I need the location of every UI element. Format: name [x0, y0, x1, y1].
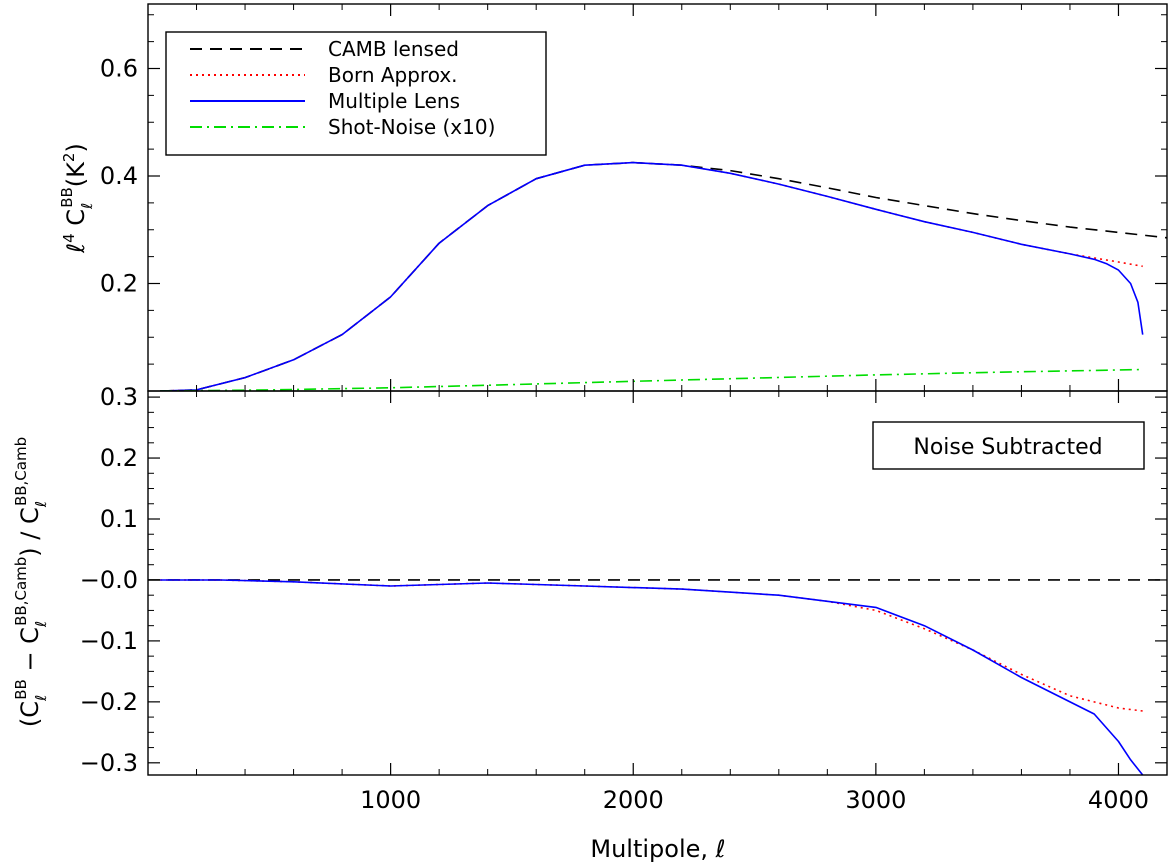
bottom-series-series-1 — [160, 579, 1143, 712]
xtick-label: 3000 — [845, 786, 906, 814]
legend-label-shot-noise-x10: Shot-Noise (x10) — [328, 115, 495, 139]
bottom-ytick-label: 0.2 — [100, 444, 138, 472]
top-ytick-label: 0.4 — [100, 162, 138, 190]
bottom-ytick-label: 0.1 — [100, 505, 138, 533]
top-series-shot-noise-x10 — [160, 368, 1143, 391]
top-plot-area — [160, 161, 1167, 391]
bottom-ticks — [148, 391, 1167, 775]
top-ytick-label: 0.6 — [100, 55, 138, 83]
bottom-panel: −0.3 −0.2 −0.1 −0.0 0.1 0.2 0.3 1000 2000 3000 40… — [12, 383, 1168, 863]
annotation-box — [872, 421, 1145, 470]
bottom-series-series-2 — [160, 579, 1144, 775]
bottom-ytick-label: −0.2 — [80, 688, 138, 716]
legend-box — [165, 31, 547, 156]
xtick-label: 4000 — [1088, 786, 1149, 814]
xtick-label: 2000 — [603, 786, 664, 814]
top-series-born-approx — [160, 161, 1143, 391]
legend-label-born-approx: Born Approx. — [328, 63, 458, 87]
bottom-plot-area — [148, 579, 1167, 775]
top-ylabel-text: ℓ4 CℓBB(K2) — [58, 143, 96, 254]
bottom-ytick-label: −0.0 — [80, 566, 138, 594]
bottom-ytick-label: −0.1 — [80, 627, 138, 655]
top-series-camb-lensed — [160, 161, 1167, 391]
noise-subtracted-annotation: Noise Subtracted — [872, 421, 1145, 470]
top-ytick-labels: 0.2 0.4 0.6 — [100, 55, 138, 298]
top-ytick-label: 0.2 — [100, 270, 138, 298]
bottom-ytick-label: 0.3 — [100, 383, 138, 411]
annotation-text: Noise Subtracted — [913, 435, 1102, 460]
bottom-ylabel: (CℓBB − CℓBB,Camb) / CℓBB,Camb — [12, 437, 50, 727]
top-ticks — [148, 4, 1167, 392]
legend-label-camb-lensed: CAMB lensed — [328, 37, 459, 61]
xlabel: Multipole, ℓ — [590, 835, 725, 863]
bottom-panel-frame — [147, 390, 1168, 776]
bottom-ylabel-text: (CℓBB − CℓBB,Camb) / CℓBB,Camb — [12, 437, 50, 727]
top-series-multiple-lens — [160, 161, 1144, 391]
bottom-ytick-labels: −0.3 −0.2 −0.1 −0.0 0.1 0.2 0.3 — [80, 383, 138, 777]
legend-label-multiple-lens: Multiple Lens — [328, 89, 460, 113]
xtick-label: 1000 — [360, 786, 421, 814]
bottom-xtick-labels: 1000 2000 3000 4000 — [360, 786, 1149, 814]
top-ylabel: ℓ4 CℓBB(K2) — [58, 143, 96, 254]
bottom-ytick-label: −0.3 — [80, 749, 138, 777]
